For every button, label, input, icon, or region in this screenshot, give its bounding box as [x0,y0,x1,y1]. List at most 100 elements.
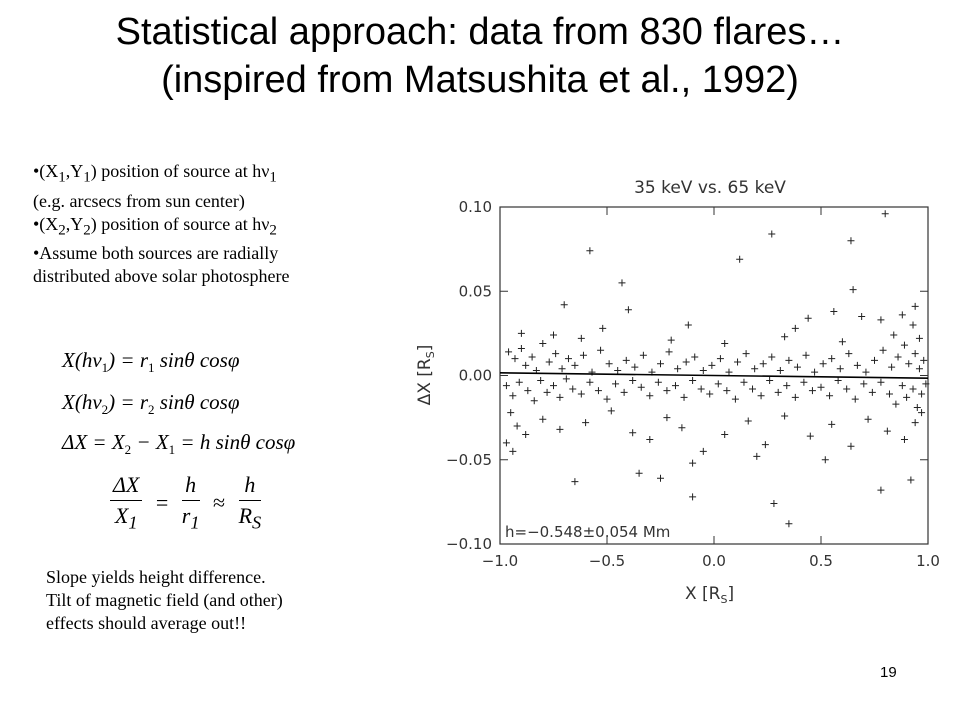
data-point-plus [537,377,545,385]
data-point-plus [665,348,673,356]
data-point-plus [888,363,896,371]
y-tick-label: 0.05 [459,282,492,300]
data-point-plus [774,388,782,396]
data-point-plus [734,358,742,366]
data-point-plus [622,356,630,364]
page-number: 19 [880,664,897,681]
data-point-plus [571,361,579,369]
data-point-plus [845,350,853,358]
data-point-plus [768,230,776,238]
data-point-plus [682,358,690,366]
data-point-plus [528,353,536,361]
data-point-plus [708,361,716,369]
data-point-plus [721,339,729,347]
data-point-plus [894,353,902,361]
equation-2: X(hν2) = r2 sinθ cosφ [62,390,240,418]
data-point-plus [635,469,643,477]
data-point-plus [785,356,793,364]
data-point-plus [877,316,885,324]
data-point-plus [586,247,594,255]
note-line: Slope yields height difference. [46,567,266,587]
data-points [502,210,930,528]
data-point-plus [892,400,900,408]
data-point-plus [522,361,530,369]
data-point-plus [543,388,551,396]
data-point-plus [725,368,733,376]
x-tick-label: 0.0 [702,552,726,570]
data-point-plus [759,360,767,368]
data-point-plus [900,436,908,444]
data-point-plus [577,390,585,398]
data-point-plus [751,365,759,373]
data-point-plus [731,395,739,403]
data-point-plus [545,358,553,366]
data-point-plus [714,380,722,388]
title-line-2: (inspired from Matsushita et al., 1992) [161,59,799,101]
data-point-plus [620,388,628,396]
title-line-1: Statistical approach: data from 830 flar… [115,11,845,53]
chart-title: 35 keV vs. 65 keV [634,178,786,198]
data-point-plus [699,447,707,455]
data-point-plus [723,387,731,395]
fit-annotation: h=−0.548±0.054 Mm [505,523,670,541]
data-point-plus [744,417,752,425]
data-point-plus [749,385,757,393]
data-point-plus [706,390,714,398]
data-point-plus [761,441,769,449]
bullet-item: •(X2,Y2) position of source at hν2 [33,213,277,239]
data-point-plus [511,355,519,363]
fit-line [499,372,929,379]
data-point-plus [699,366,707,374]
data-point-plus [624,306,632,314]
data-point-plus [689,493,697,501]
data-point-plus [905,360,913,368]
data-point-plus [556,393,564,401]
data-point-plus [550,382,557,390]
data-point-plus [562,375,570,383]
data-point-plus [903,393,911,401]
data-point-plus [740,378,748,386]
x-tick-label: 1.0 [916,552,940,570]
y-tick-label: −0.05 [446,451,492,469]
data-point-plus [791,324,799,332]
data-point-plus [781,412,789,420]
data-point-plus [853,361,861,369]
data-point-plus [828,420,836,428]
bullet-item: •Assume both sources are radially [33,243,279,264]
note-line: effects should average out!! [46,613,247,633]
data-point-plus [721,430,729,438]
y-tick-label: 0.00 [459,367,492,385]
data-point-plus [847,237,855,245]
data-point-plus [834,377,842,385]
data-point-plus [674,365,682,373]
data-point-plus [915,365,923,373]
data-point-plus [817,383,825,391]
data-point-plus [582,419,590,427]
data-point-plus [806,432,814,440]
data-point-plus [828,355,836,363]
axis-ticks: −1.0 −0.5 0.0 0.5 1.0 −0.10 −0.05 0.00 0.05 0.10 [446,198,940,570]
data-point-plus [657,474,664,482]
fraction-h-over-r: h r1 [181,472,200,533]
data-point-plus [509,392,517,400]
data-point-plus [802,351,810,359]
data-point-plus [564,355,572,363]
x-tick-label: −1.0 [482,552,518,570]
data-point-plus [811,368,819,376]
data-point-plus [785,520,793,528]
data-point-plus [885,390,893,398]
data-point-plus [868,388,876,396]
data-point-plus [517,329,525,337]
data-point-plus [907,476,915,484]
data-point-plus [689,459,697,467]
note-line: Tilt of magnetic field (and other) [46,590,283,610]
data-point-plus [513,422,521,430]
bullet-item: distributed above solar photosphere [33,266,290,287]
data-point-plus [697,385,705,393]
data-point-plus [821,456,829,464]
svg-text:X [RS]: X [RS] [685,584,734,606]
data-point-plus [605,360,613,368]
data-point-plus [502,439,510,447]
data-point-plus [918,390,926,398]
data-point-plus [836,365,844,373]
